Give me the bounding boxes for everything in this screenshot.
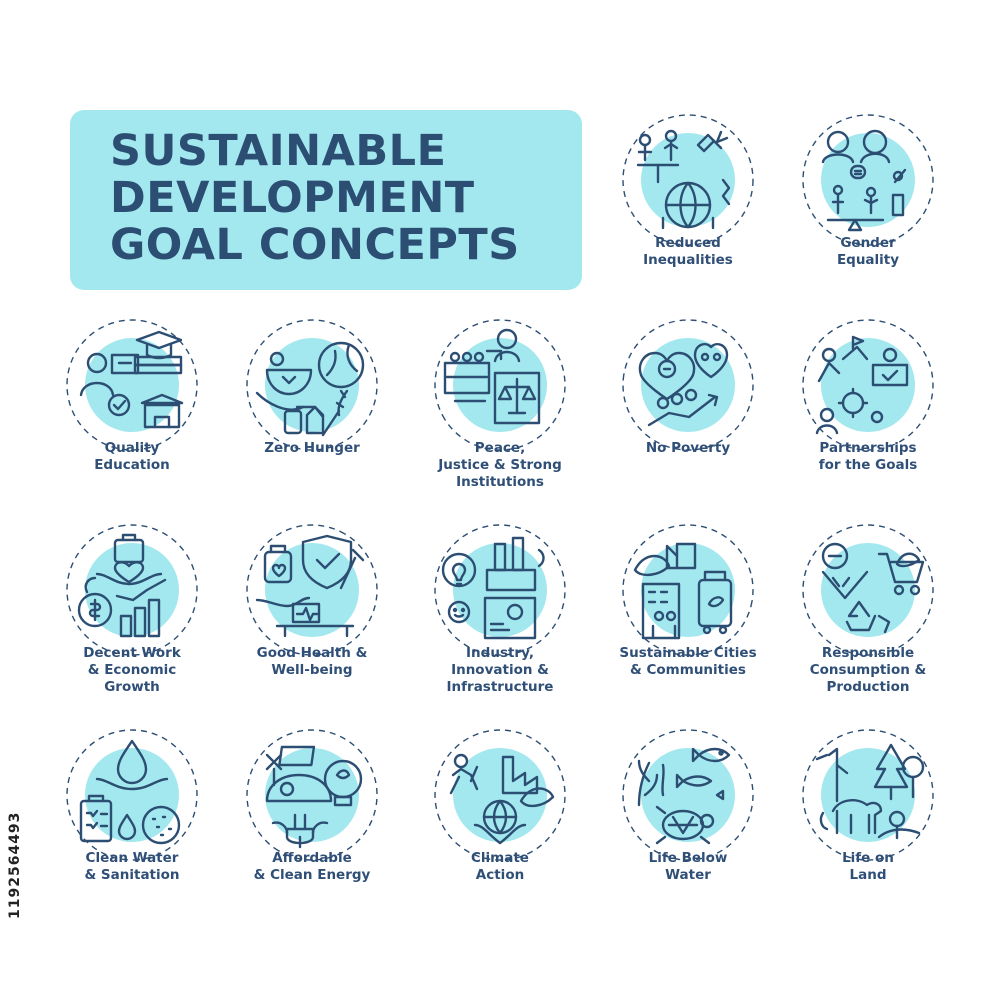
goal-label-line: Industry,: [466, 645, 534, 661]
goal-label: Reduced Inequalities: [598, 235, 778, 269]
goal-tile: Reduced Inequalities: [598, 105, 778, 315]
climate-action-icon: [434, 729, 566, 861]
goal-label-line: Water: [665, 867, 711, 883]
goal-label-line: Life on: [842, 850, 894, 866]
goal-tile: Responsible Consumption & Production: [778, 515, 958, 725]
goal-label-line: & Communities: [630, 662, 746, 678]
goal-label: No Poverty: [598, 440, 778, 457]
goal-label: Quality Education: [42, 440, 222, 474]
clean-energy-icon: [246, 729, 378, 861]
goal-label-line: Zero Hunger: [264, 440, 360, 456]
goal-tile: No Poverty: [598, 310, 778, 520]
goal-label: Responsible Consumption & Production: [778, 645, 958, 696]
goal-label-line: for the Goals: [818, 457, 918, 473]
responsible-consumption-icon: [802, 524, 934, 656]
goal-label-line: Institutions: [456, 474, 544, 490]
goal-label-line: Land: [849, 867, 887, 883]
life-below-water-icon: [622, 729, 754, 861]
goal-label-line: Reduced: [655, 235, 721, 251]
goal-tile: Gender Equality: [778, 105, 958, 315]
goal-label-line: Growth: [104, 679, 160, 695]
goal-label-line: & Clean Energy: [253, 867, 371, 883]
goal-label: Clean Water & Sanitation: [42, 850, 222, 884]
goal-label-line: Inequalities: [643, 252, 733, 268]
goal-tile: Sustainable Cities & Communities: [598, 515, 778, 725]
goal-label: Industry, Innovation & Infrastructure: [410, 645, 590, 696]
clean-water-icon: [66, 729, 198, 861]
goal-label-line: Affordable: [272, 850, 352, 866]
sustainable-cities-icon: [622, 524, 754, 656]
goal-tile: Life on Land: [778, 720, 958, 930]
no-poverty-icon: [622, 319, 754, 451]
goal-label-line: Action: [475, 867, 525, 883]
goal-tile: Partnerships for the Goals: [778, 310, 958, 520]
goal-label: Decent Work & Economic Growth: [42, 645, 222, 696]
title-line: DEVELOPMENT: [110, 173, 475, 223]
title-banner: SUSTAINABLE DEVELOPMENT GOAL CONCEPTS: [70, 110, 582, 290]
goal-label-line: Equality: [836, 252, 900, 268]
goal-label-line: Well-being: [271, 662, 353, 678]
goal-label-line: Sustainable Cities: [619, 645, 757, 661]
goal-label-line: Consumption &: [809, 662, 927, 678]
goal-label: Climate Action: [410, 850, 590, 884]
goal-tile: Quality Education: [42, 310, 222, 520]
life-on-land-icon: [802, 729, 934, 861]
goal-label-line: Clean Water: [85, 850, 179, 866]
goal-tile: Peace, Justice & Strong Institutions: [410, 310, 590, 520]
title-line: SUSTAINABLE: [110, 126, 447, 176]
goal-label: Gender Equality: [778, 235, 958, 269]
goal-tile: Industry, Innovation & Infrastructure: [410, 515, 590, 725]
goal-label-line: Education: [94, 457, 170, 473]
industry-innovation-icon: [434, 524, 566, 656]
goal-label: Sustainable Cities & Communities: [598, 645, 778, 679]
goal-label-line: Gender: [840, 235, 896, 251]
goal-tile: Climate Action: [410, 720, 590, 930]
goal-label-line: Justice & Strong: [438, 457, 562, 473]
goal-label-line: Production: [826, 679, 910, 695]
gender-equality-icon: [802, 114, 934, 246]
goal-label-line: Innovation &: [451, 662, 549, 678]
goal-label-line: & Sanitation: [84, 867, 180, 883]
goal-tile: Good Health & Well-being: [222, 515, 402, 725]
goal-label-line: Decent Work: [83, 645, 181, 661]
goal-label-line: Peace,: [474, 440, 526, 456]
goal-label-line: Climate: [471, 850, 529, 866]
goal-label-line: Responsible: [821, 645, 915, 661]
goal-label: Good Health & Well-being: [222, 645, 402, 679]
goal-label-line: Quality: [104, 440, 160, 456]
goal-label: Partnerships for the Goals: [778, 440, 958, 474]
goal-label-line: Life Below: [648, 850, 728, 866]
goal-tile: Life Below Water: [598, 720, 778, 930]
goal-label-line: Good Health &: [256, 645, 368, 661]
partnerships-icon: [802, 319, 934, 451]
goal-label: Life Below Water: [598, 850, 778, 884]
goal-tile: Affordable & Clean Energy: [222, 720, 402, 930]
goal-label: Affordable & Clean Energy: [222, 850, 402, 884]
peace-justice-icon: [434, 319, 566, 451]
zero-hunger-icon: [246, 319, 378, 451]
stock-id: 1192564493: [7, 811, 23, 919]
goal-label: Life on Land: [778, 850, 958, 884]
quality-education-icon: [66, 319, 198, 451]
title-line: GOAL CONCEPTS: [110, 220, 520, 270]
goal-label-line: Partnerships: [819, 440, 917, 456]
goal-label-line: Infrastructure: [446, 679, 554, 695]
goal-label: Zero Hunger: [222, 440, 402, 457]
goal-label-line: & Economic: [87, 662, 177, 678]
goal-label-line: No Poverty: [645, 440, 731, 456]
goal-label: Peace, Justice & Strong Institutions: [410, 440, 590, 491]
goal-tile: Zero Hunger: [222, 310, 402, 520]
goal-tile: Clean Water & Sanitation: [42, 720, 222, 930]
decent-work-icon: [66, 524, 198, 656]
good-health-icon: [246, 524, 378, 656]
reduced-inequalities-icon: [622, 114, 754, 246]
goal-tile: Decent Work & Economic Growth: [42, 515, 222, 725]
